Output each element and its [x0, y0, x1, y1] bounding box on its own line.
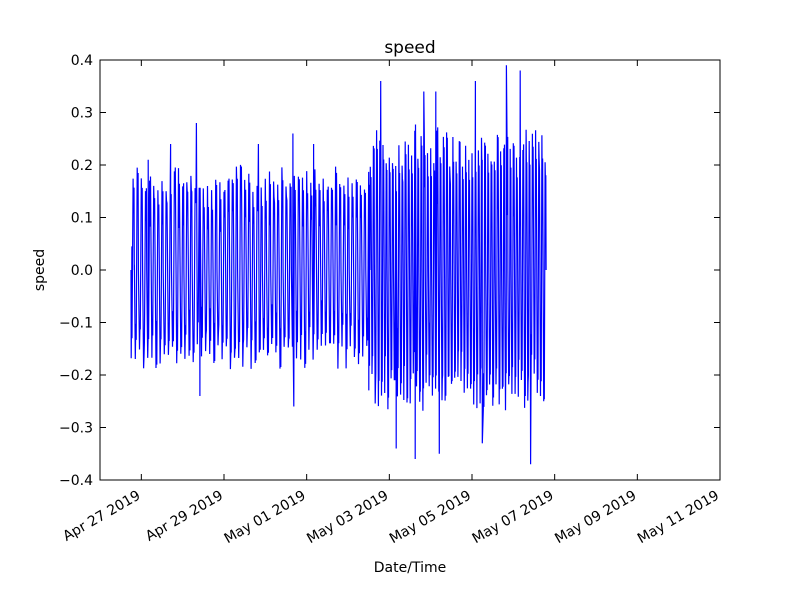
x-tick-label: May 03 2019: [304, 488, 391, 548]
x-axis-label: Date/Time: [374, 560, 446, 576]
y-axis-label: speed: [32, 249, 48, 291]
y-tick-label: 0.0: [71, 263, 93, 279]
y-tick-label: −0.1: [59, 316, 93, 332]
x-tick-label: Apr 29 2019: [143, 488, 226, 545]
x-tick-label: May 01 2019: [222, 488, 309, 548]
y-axis: −0.4 −0.3 −0.2 −0.1 0.0 0.1 0.2 0.3 0.4: [59, 53, 720, 489]
x-tick-label: May 07 2019: [470, 488, 557, 548]
y-tick-label: −0.3: [59, 421, 93, 437]
x-tick-label: May 05 2019: [387, 488, 474, 548]
y-tick-label: 0.1: [71, 211, 93, 227]
series-group: [130, 65, 547, 465]
y-tick-label: 0.3: [71, 106, 93, 122]
x-tick-label: May 09 2019: [552, 488, 639, 548]
y-tick-label: −0.4: [59, 473, 93, 489]
x-tick-label: Apr 27 2019: [60, 488, 143, 545]
y-tick-label: 0.4: [71, 53, 93, 69]
y-tick-label: 0.2: [71, 158, 93, 174]
chart-title: speed: [384, 38, 435, 58]
y-tick-label: −0.2: [59, 368, 93, 384]
plot-frame: [99, 59, 721, 481]
x-tick-label: May 11 2019: [635, 488, 722, 548]
speed-series-line: [130, 65, 547, 465]
